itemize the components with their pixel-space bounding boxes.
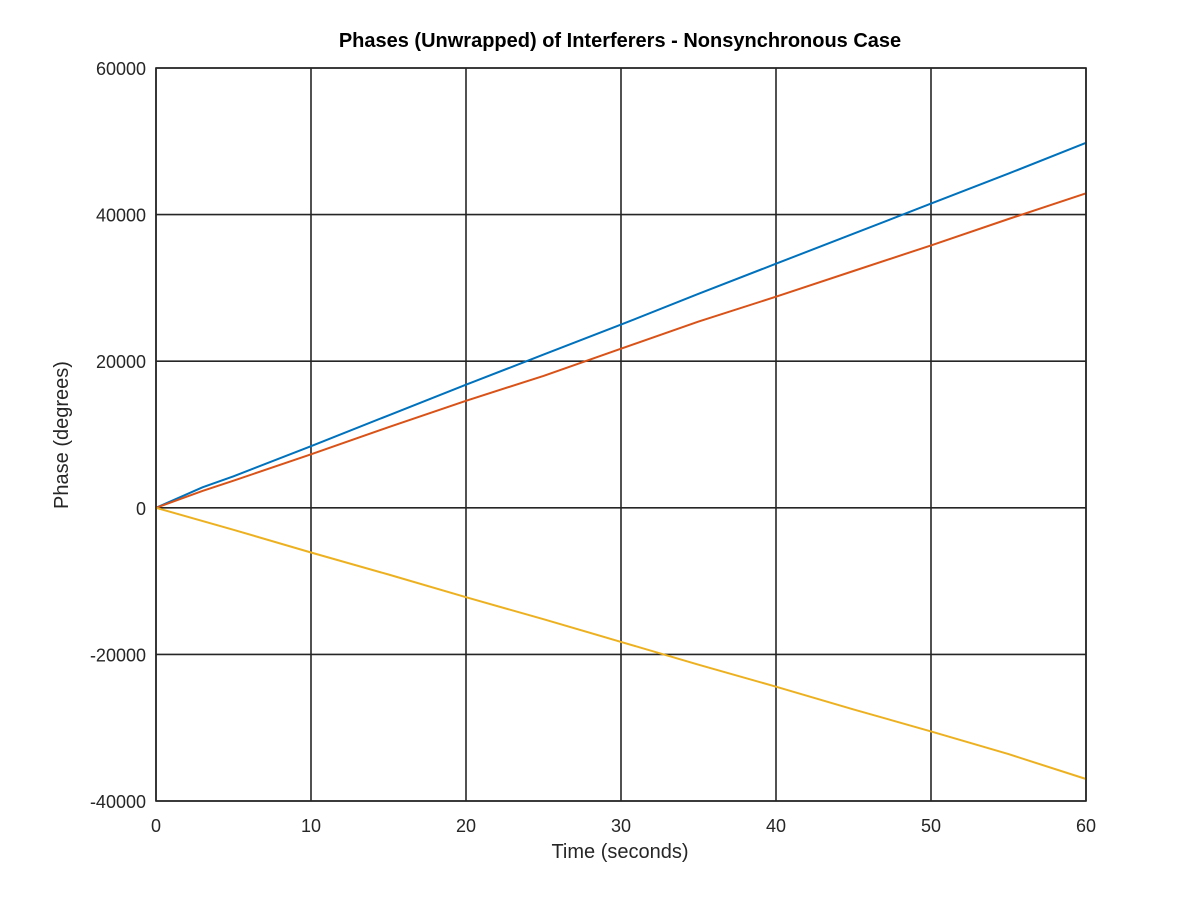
axes-box — [155, 67, 1087, 802]
y-tick-label: -20000 — [90, 645, 146, 665]
y-axis-label: Phase (degrees) — [51, 361, 73, 509]
x-tick-label: 30 — [611, 816, 631, 836]
x-tick-label: 20 — [456, 816, 476, 836]
chart-title: Phases (Unwrapped) of Interferers - Nons… — [339, 30, 901, 52]
grid — [155, 67, 1087, 802]
y-tick-label: -40000 — [90, 792, 146, 812]
x-tick-label: 60 — [1076, 816, 1096, 836]
series-line-1 — [155, 141, 1087, 509]
x-axis-label: Time (seconds) — [551, 841, 688, 863]
y-tick-label: 60000 — [96, 59, 146, 79]
x-tick-label: 40 — [766, 816, 786, 836]
tick-labels: 0 10 20 30 40 50 60 -40000 -20000 0 20000 40000 6000… — [90, 59, 1096, 836]
x-tick-label: 50 — [921, 816, 941, 836]
y-tick-label: 40000 — [96, 206, 146, 226]
series-layer — [155, 141, 1087, 780]
x-tick-label: 10 — [301, 816, 321, 836]
series-line-3 — [155, 506, 1087, 780]
series-line-2 — [155, 192, 1087, 509]
y-tick-label: 20000 — [96, 352, 146, 372]
x-tick-label: 0 — [151, 816, 161, 836]
y-tick-label: 0 — [136, 499, 146, 519]
